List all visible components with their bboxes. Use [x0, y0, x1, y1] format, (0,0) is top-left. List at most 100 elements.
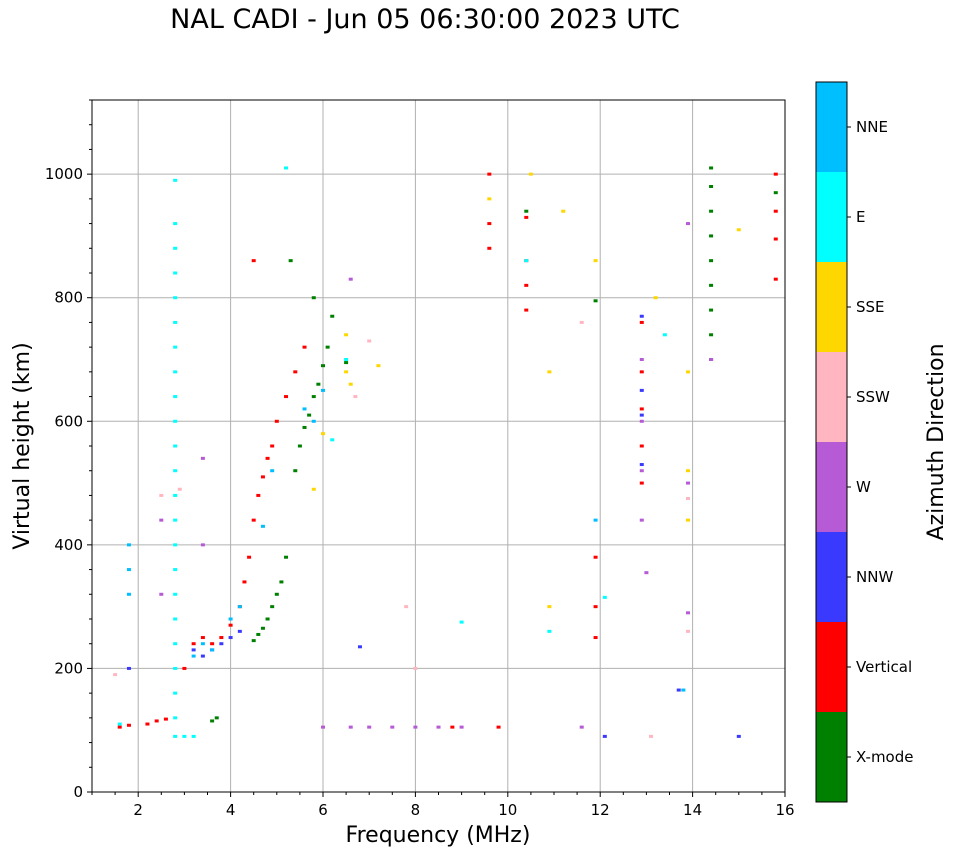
colorbar-tick-label: X-mode — [856, 748, 913, 766]
point-nne — [311, 419, 316, 423]
point-vertical — [773, 237, 778, 241]
point-x-mode — [265, 617, 270, 621]
point-e — [173, 592, 178, 596]
point-e — [173, 666, 178, 670]
point-w — [348, 277, 353, 281]
point-vertical — [773, 172, 778, 176]
point-ssw — [649, 734, 654, 738]
point-vertical — [145, 722, 150, 726]
point-vertical — [265, 456, 270, 460]
colorbar-tick-label: Vertical — [856, 658, 912, 676]
point-vertical — [154, 719, 159, 723]
colorbar: X-mode Vertical NNW W SSW SSE E NNE — [815, 81, 913, 803]
point-nne — [126, 568, 131, 572]
point-sse — [653, 296, 658, 300]
point-sse — [736, 228, 741, 232]
point-vertical — [593, 605, 598, 609]
point-w — [200, 456, 205, 460]
point-nne — [210, 648, 215, 652]
point-vertical — [242, 580, 247, 584]
point-ssw — [353, 395, 358, 399]
point-ssw — [404, 605, 409, 609]
point-e — [173, 419, 178, 423]
colorbar-segment-vertical — [816, 622, 847, 712]
point-sse — [528, 172, 533, 176]
point-vertical — [639, 481, 644, 485]
point-e — [284, 166, 289, 170]
point-sse — [685, 370, 690, 374]
point-w — [639, 358, 644, 361]
point-w — [685, 222, 690, 226]
point-x-mode — [325, 345, 330, 349]
point-vertical — [251, 518, 256, 522]
point-vertical — [487, 222, 492, 226]
point-vertical — [228, 623, 233, 627]
point-x-mode — [260, 626, 265, 630]
y-tick-label: 800 — [54, 289, 83, 307]
point-x-mode — [593, 299, 598, 303]
point-e — [173, 395, 178, 399]
point-e — [173, 178, 178, 182]
point-ssw — [579, 320, 584, 324]
point-nnw — [736, 734, 741, 738]
point-nne — [191, 654, 196, 658]
point-vertical — [524, 215, 529, 219]
point-e — [173, 246, 178, 250]
point-e — [173, 543, 178, 547]
colorbar-segment-sse — [816, 262, 847, 352]
point-x-mode — [279, 580, 284, 584]
y-axis-label: Virtual height (km) — [10, 342, 35, 549]
point-w — [685, 481, 690, 485]
colorbar-segment-e — [816, 172, 847, 262]
x-tick-label: 12 — [591, 801, 610, 819]
point-vertical — [639, 407, 644, 411]
point-e — [173, 469, 178, 473]
colorbar-tick-label: W — [856, 478, 871, 496]
point-ssw — [367, 339, 372, 343]
point-e — [330, 438, 335, 442]
point-x-mode — [293, 469, 298, 473]
point-x-mode — [709, 209, 714, 213]
point-nnw — [676, 688, 681, 692]
point-vertical — [487, 172, 492, 176]
point-vertical — [219, 636, 224, 640]
colorbar-tick-label: NNW — [856, 568, 893, 586]
colorbar-segment-w — [816, 442, 847, 532]
point-e — [547, 629, 552, 633]
point-vertical — [639, 370, 644, 374]
point-vertical — [284, 395, 289, 399]
plot-frame — [91, 99, 786, 793]
colorbar-frame — [815, 81, 848, 803]
point-vertical — [274, 419, 279, 423]
point-x-mode — [297, 444, 302, 448]
point-sse — [561, 209, 566, 213]
point-x-mode — [773, 191, 778, 195]
point-w — [639, 469, 644, 473]
point-w — [436, 725, 441, 729]
point-ssw — [685, 497, 690, 501]
point-x-mode — [709, 333, 714, 337]
x-tick-label: 16 — [775, 801, 794, 819]
x-tick-label: 14 — [683, 801, 702, 819]
point-x-mode — [311, 296, 316, 300]
point-x-mode — [330, 314, 335, 318]
point-x-mode — [256, 632, 261, 636]
point-vertical — [247, 555, 252, 559]
point-e — [182, 734, 187, 738]
point-vertical — [496, 725, 501, 729]
point-e — [173, 345, 178, 349]
colorbar-tick-label: E — [856, 208, 865, 226]
point-x-mode — [524, 209, 529, 213]
point-e — [173, 320, 178, 324]
point-e — [173, 691, 178, 695]
colorbar-segment-x-mode — [816, 712, 847, 802]
point-nnw — [639, 413, 644, 417]
point-vertical — [524, 283, 529, 287]
colorbar-tick-label: SSW — [856, 388, 890, 406]
point-nnw — [357, 645, 362, 649]
point-e — [602, 595, 607, 599]
point-nne — [260, 524, 265, 528]
point-w — [200, 543, 205, 547]
point-nne — [228, 617, 233, 621]
